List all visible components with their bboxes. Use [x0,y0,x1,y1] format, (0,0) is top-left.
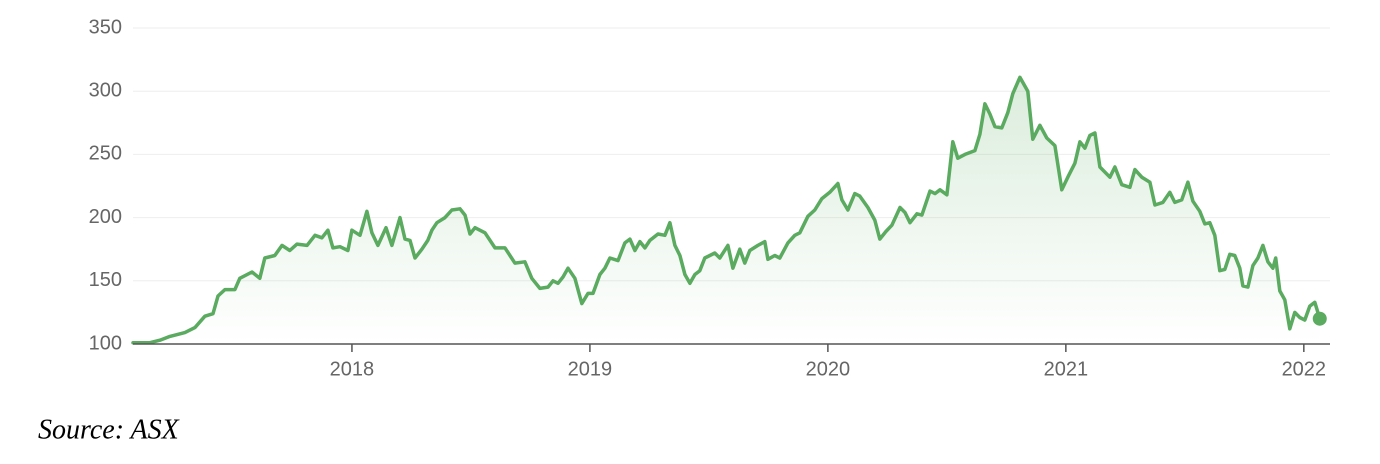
axes: 100 150 200 250 300 350 2018 2019 2020 2021 2022 [89,16,1330,380]
x-tick-label: 2021 [1044,358,1089,380]
end-point [1312,311,1327,326]
x-tick-label: 2020 [806,358,851,380]
y-tick-label: 250 [89,143,122,165]
area [133,77,1320,345]
source-note: Source: ASX [38,414,180,445]
x-tick-label: 2019 [568,358,613,380]
line [131,75,1322,345]
x-tick-label: 2022 [1282,358,1327,380]
y-tick-label: 100 [89,332,122,354]
plot [131,75,1327,345]
y-tick-label: 200 [89,206,122,228]
y-tick-label: 300 [89,79,122,101]
x-tick-label: 2018 [330,358,375,380]
y-tick-label: 150 [89,269,122,291]
y-tick-label: 350 [89,16,122,38]
